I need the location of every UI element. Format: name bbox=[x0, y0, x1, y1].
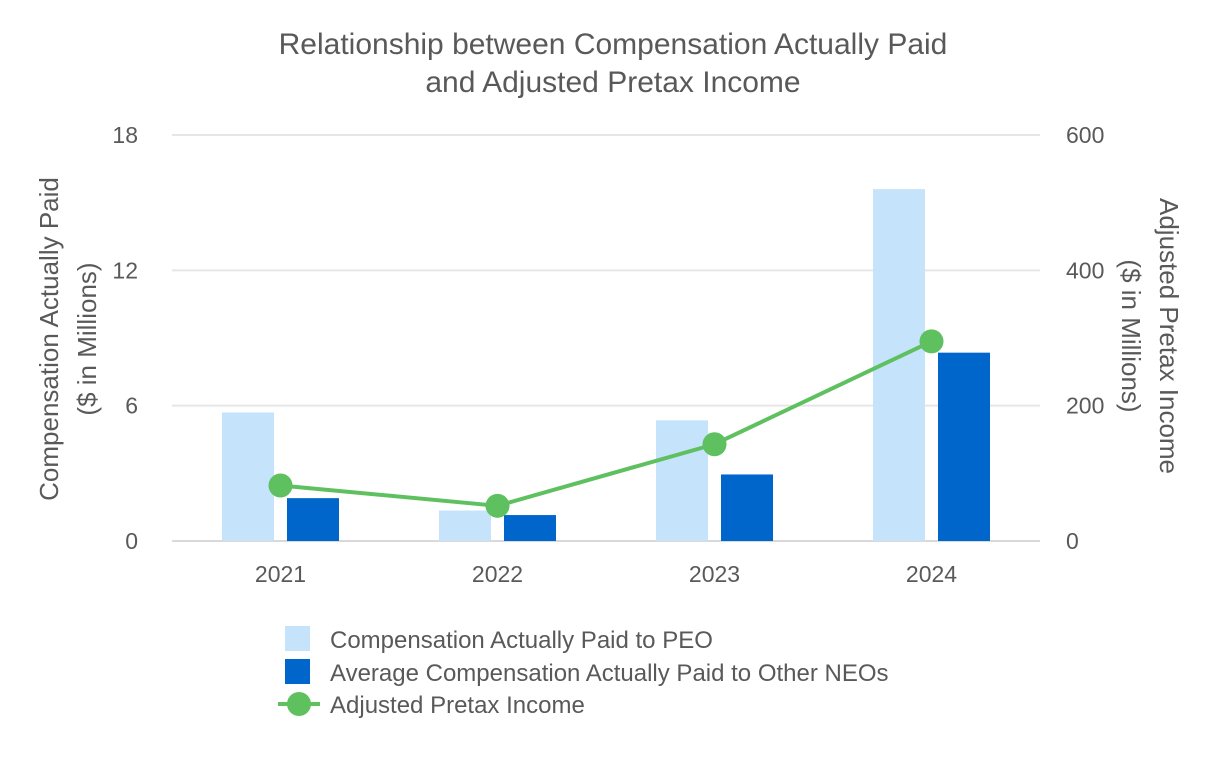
line-series bbox=[268, 329, 944, 518]
bar-peo-2023 bbox=[656, 420, 708, 541]
chart-title-line-2: and Adjusted Pretax Income bbox=[425, 66, 800, 99]
chart-title: Relationship between Compensation Actual… bbox=[279, 28, 948, 99]
left-axis-title: Compensation Actually Paid ($ in Million… bbox=[34, 177, 102, 501]
right-tick-200: 200 bbox=[1066, 393, 1104, 419]
bar-series bbox=[222, 189, 990, 541]
legend-item-other-neos: Average Compensation Actually Paid to Ot… bbox=[285, 659, 889, 687]
left-axis-ticks: 0 6 12 18 bbox=[112, 122, 138, 554]
bar-peo-2021 bbox=[222, 412, 274, 541]
legend-item-adjusted-pretax-income: Adjusted Pretax Income bbox=[278, 692, 585, 719]
right-tick-600: 600 bbox=[1066, 122, 1104, 148]
x-axis-ticks: 2021 2022 2023 2024 bbox=[255, 561, 957, 587]
x-tick-2024: 2024 bbox=[906, 561, 957, 587]
x-tick-2021: 2021 bbox=[255, 561, 306, 587]
legend-label-peo: Compensation Actually Paid to PEO bbox=[330, 627, 713, 654]
legend: Compensation Actually Paid to PEO Averag… bbox=[278, 626, 889, 719]
right-tick-0: 0 bbox=[1066, 528, 1079, 554]
left-tick-18: 18 bbox=[112, 122, 138, 148]
bar-other-neos-2024 bbox=[938, 352, 990, 541]
legend-swatch-other-neos bbox=[285, 659, 310, 684]
left-tick-12: 12 bbox=[112, 257, 138, 283]
right-axis-title: Adjusted Pretax Income ($ in Millions) bbox=[1116, 198, 1184, 474]
legend-item-peo: Compensation Actually Paid to PEO bbox=[285, 626, 713, 654]
point-adjusted-pretax-income-2022 bbox=[485, 493, 510, 518]
line-adjusted-pretax-income bbox=[280, 339, 933, 508]
point-adjusted-pretax-income-2024 bbox=[919, 329, 944, 354]
legend-label-adjusted-pretax-income: Adjusted Pretax Income bbox=[330, 692, 585, 719]
left-tick-6: 6 bbox=[125, 393, 138, 419]
legend-label-other-neos: Average Compensation Actually Paid to Ot… bbox=[330, 660, 889, 687]
right-axis-ticks: 0 200 400 600 bbox=[1066, 122, 1104, 554]
right-axis-title-line-2: ($ in Millions) bbox=[1116, 259, 1146, 412]
left-axis-title-line-2: ($ in Millions) bbox=[72, 262, 102, 415]
right-tick-400: 400 bbox=[1066, 257, 1104, 283]
legend-swatch-peo bbox=[285, 626, 310, 651]
left-tick-0: 0 bbox=[125, 528, 138, 554]
right-axis-title-line-1: Adjusted Pretax Income bbox=[1154, 198, 1184, 474]
bar-other-neos-2021 bbox=[287, 498, 339, 541]
legend-marker-adjusted-pretax-income bbox=[287, 692, 311, 716]
chart-title-line-1: Relationship between Compensation Actual… bbox=[279, 28, 948, 61]
bar-other-neos-2023 bbox=[721, 474, 773, 541]
bar-peo-2022 bbox=[439, 510, 491, 541]
point-adjusted-pretax-income-2021 bbox=[268, 473, 293, 498]
x-tick-2022: 2022 bbox=[472, 561, 523, 587]
left-axis-title-line-1: Compensation Actually Paid bbox=[34, 177, 64, 501]
point-adjusted-pretax-income-2023 bbox=[702, 432, 727, 457]
x-tick-2023: 2023 bbox=[689, 561, 740, 587]
bar-other-neos-2022 bbox=[504, 515, 556, 541]
